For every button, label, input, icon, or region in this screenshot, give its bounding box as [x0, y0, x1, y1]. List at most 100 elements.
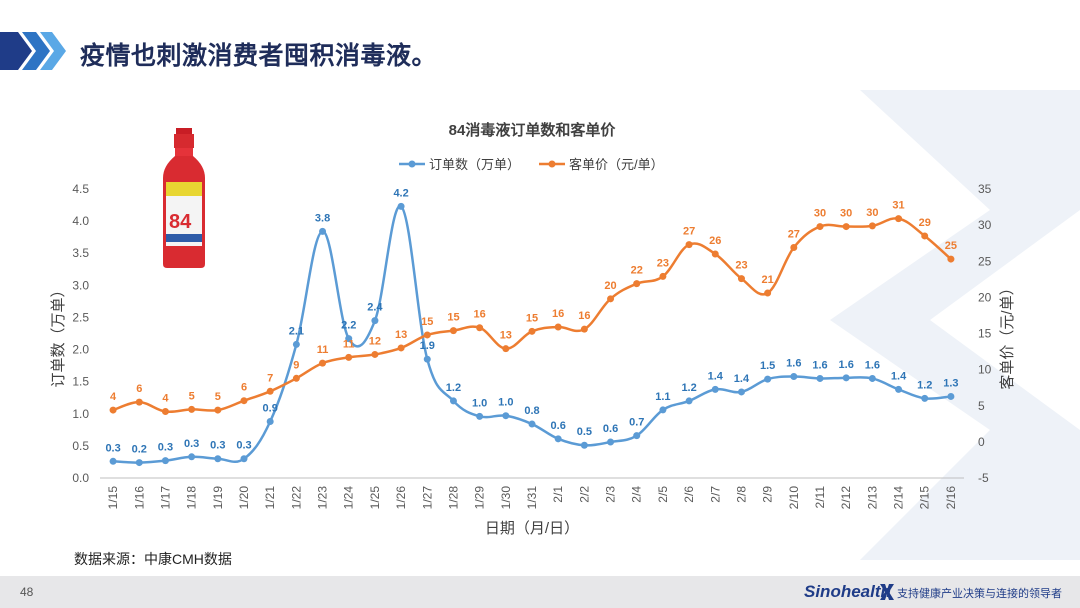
orders-data-point — [842, 374, 850, 382]
price-data-label: 23 — [657, 257, 669, 269]
x-tick-label: 1/26 — [394, 486, 408, 510]
y-axis-title: 订单数（万单） — [50, 282, 67, 387]
x-tick-label: 2/10 — [787, 486, 801, 510]
price-data-label: 4 — [110, 391, 117, 403]
y-tick-label: 4.0 — [72, 214, 89, 228]
orders-data-label: 3.8 — [315, 212, 330, 224]
price-data-point — [161, 408, 169, 416]
price-data-point — [319, 359, 327, 367]
x-tick-label: 1/27 — [420, 486, 434, 510]
y-tick-label: 1.0 — [72, 407, 89, 421]
price-data-point — [135, 398, 143, 406]
price-data-label: 13 — [395, 329, 407, 341]
price-data-label: 5 — [189, 390, 195, 402]
orders-data-point — [580, 441, 588, 449]
price-data-point — [476, 324, 484, 332]
price-data-label: 15 — [447, 312, 459, 324]
price-data-point — [921, 232, 929, 240]
x-tick-label: 1/20 — [237, 486, 251, 510]
price-data-point — [685, 241, 693, 249]
y-tick-label: 1.5 — [72, 375, 89, 389]
x-tick-label: 1/15 — [106, 486, 120, 510]
price-data-label: 7 — [267, 372, 273, 384]
orders-data-label: 2.2 — [341, 320, 356, 332]
orders-data-label: 1.0 — [472, 397, 487, 409]
y2-tick-label: 10 — [978, 363, 992, 377]
orders-data-label: 0.3 — [105, 442, 120, 454]
price-data-label: 26 — [709, 235, 721, 247]
price-data-point — [580, 325, 588, 333]
orders-data-label: 1.9 — [420, 340, 435, 352]
x-tick-label: 1/29 — [473, 486, 487, 510]
background-watermark-shape — [830, 90, 1080, 560]
orders-data-label: 1.4 — [734, 373, 750, 385]
orders-data-label: 0.5 — [577, 426, 592, 438]
orders-data-label: 1.2 — [917, 379, 932, 391]
price-data-point — [266, 387, 274, 395]
line-chart: 84消毒液订单数和客单价 订单数（万单） 客单价（元/单） 0.0 0.5 1.0 1… — [50, 121, 1016, 537]
orders-data-point — [947, 392, 955, 400]
x-tick-label: 1/16 — [132, 486, 146, 510]
orders-data-point — [449, 397, 457, 405]
x-tick-label: 2/5 — [656, 486, 670, 503]
orders-data-point — [737, 388, 745, 396]
price-data-point — [659, 272, 667, 280]
orders-data-label: 0.7 — [629, 417, 644, 429]
price-data-label: 6 — [241, 382, 247, 394]
y-tick-label: 3.0 — [72, 278, 89, 292]
orders-data-label: 2.1 — [289, 325, 304, 337]
y-tick-label: 3.5 — [72, 246, 89, 260]
orders-data-point — [109, 457, 117, 465]
orders-data-label: 1.0 — [498, 397, 513, 409]
orders-data-label: 0.3 — [184, 438, 199, 450]
orders-data-point — [135, 459, 143, 467]
orders-data-point — [161, 457, 169, 465]
orders-data-label: 1.5 — [760, 360, 775, 372]
price-data-label: 16 — [474, 309, 486, 321]
x-tick-label: 1/17 — [158, 486, 172, 510]
orders-data-point — [685, 397, 693, 405]
price-data-point — [607, 295, 615, 303]
header-bar: 疫情也刺激消费者囤积消毒液。 — [0, 28, 1080, 78]
price-data-label: 4 — [162, 393, 169, 405]
price-data-point — [895, 215, 903, 223]
x-tick-label: 1/24 — [342, 486, 356, 510]
price-data-point — [816, 223, 824, 231]
chart-title: 84消毒液订单数和客单价 — [449, 121, 617, 139]
x-tick-label: 2/9 — [761, 486, 775, 503]
x-tick-label: 2/8 — [734, 486, 748, 503]
y-tick-label: 2.0 — [72, 343, 89, 357]
price-data-point — [109, 406, 117, 414]
x-tick-label: 2/12 — [839, 486, 853, 510]
orders-data-label: 1.6 — [812, 359, 827, 371]
legend-label-price: 客单价（元/单） — [569, 157, 664, 172]
y2-tick-label: 25 — [978, 254, 992, 268]
orders-data-label: 1.6 — [786, 358, 801, 370]
brand-x-icon — [880, 584, 894, 600]
price-data-label: 25 — [945, 240, 957, 252]
price-data-label: 30 — [866, 207, 878, 219]
x-tick-label: 2/11 — [813, 486, 827, 509]
orders-data-label: 1.6 — [865, 359, 880, 371]
price-data-label: 11 — [343, 338, 355, 350]
price-data-point — [842, 223, 850, 231]
brand-logo-text: Sinohealth — [804, 582, 891, 601]
page-number: 48 — [20, 585, 34, 599]
orders-data-point — [214, 455, 222, 463]
orders-data-point — [371, 317, 379, 325]
price-data-point — [397, 344, 405, 352]
price-data-point — [345, 353, 353, 361]
y-tick-label: 0.5 — [72, 439, 89, 453]
orders-data-point — [528, 420, 536, 428]
price-data-point — [947, 255, 955, 263]
price-data-label: 6 — [136, 383, 142, 395]
orders-data-point — [659, 406, 667, 414]
orders-data-label: 1.1 — [655, 391, 670, 403]
price-data-label: 16 — [578, 310, 590, 322]
price-data-point — [423, 331, 431, 339]
x-tick-label: 2/13 — [865, 486, 879, 510]
y2-axis-ticks: -5 0 5 10 15 20 25 30 35 — [978, 182, 992, 485]
price-data-point — [868, 222, 876, 230]
orders-data-label: 0.6 — [551, 420, 566, 432]
price-data-point — [214, 406, 222, 414]
